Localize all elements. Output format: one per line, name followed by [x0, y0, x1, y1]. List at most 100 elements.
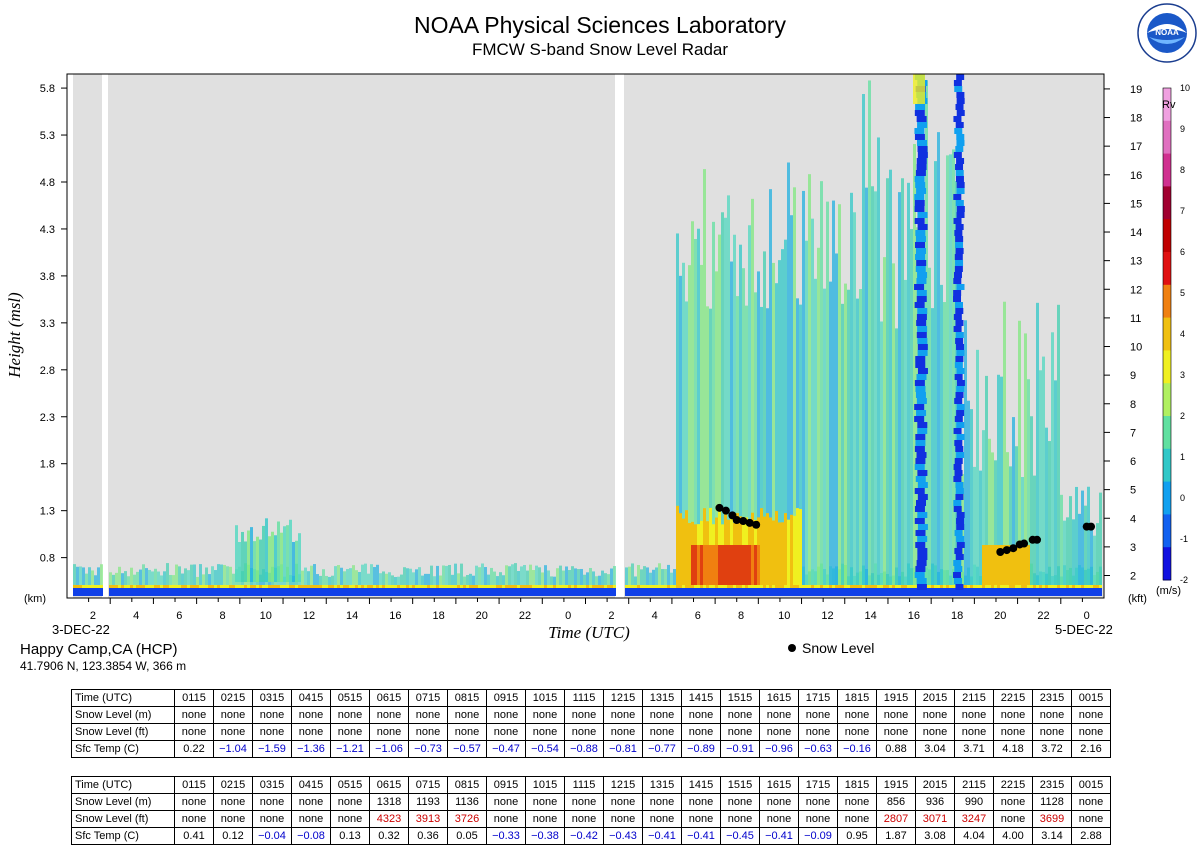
heatmap-cell [760, 306, 763, 585]
heatmap-cell [706, 306, 709, 585]
x-tick-label: 4 [652, 610, 658, 622]
heatmap-cell [811, 585, 814, 588]
heatmap-cell [781, 588, 784, 596]
table-cell: 0615 [369, 776, 409, 794]
heatmap-cell [676, 233, 679, 585]
heatmap-cell [1045, 588, 1048, 596]
heatmap-cell [775, 588, 778, 596]
heatmap-cell [133, 588, 136, 596]
heatmap-cell [385, 573, 388, 585]
heatmap-cell [751, 585, 754, 588]
heatmap-cell [142, 564, 145, 585]
heatmap-cell [817, 588, 820, 596]
table-cell: −0.41 [759, 827, 799, 845]
snow-level-point [739, 516, 748, 525]
heatmap-cell [91, 585, 94, 588]
heatmap-cell [355, 585, 358, 588]
heatmap-cell [226, 566, 229, 585]
heatmap-cell [1048, 588, 1051, 596]
table-cell: 1315 [642, 689, 682, 707]
heatmap-cell [277, 585, 280, 588]
table-cell: none [408, 723, 448, 741]
heatmap-cell [499, 588, 502, 596]
snow-level-legend: Snow Level [788, 640, 874, 656]
table-cell: 1215 [603, 776, 643, 794]
heatmap-cell [421, 585, 424, 588]
heatmap-cell [1033, 475, 1036, 585]
table-cell: none [369, 706, 409, 724]
heatmap-cell [235, 588, 238, 596]
heatmap-cell [1006, 452, 1009, 585]
heatmap-cell [886, 585, 889, 588]
heatmap-cell [448, 588, 451, 596]
heatmap-cell [334, 585, 337, 588]
heatmap-cell [778, 260, 781, 585]
heatmap-cell [265, 585, 268, 588]
heatmap-cell [199, 585, 202, 588]
heatmap-cell [418, 585, 421, 588]
heatmap-cell [754, 588, 757, 596]
heatmap-cell [718, 234, 721, 585]
heatmap-cell [808, 174, 811, 585]
table-cell: none [915, 723, 955, 741]
heatmap-cell [1048, 441, 1051, 585]
heatmap-cell [914, 302, 925, 308]
heatmap-cell [496, 576, 499, 585]
table-cell: 3.14 [1032, 827, 1072, 845]
heatmap-cell [358, 571, 361, 585]
heatmap-cell [223, 564, 226, 585]
table-cell: none [759, 706, 799, 724]
heatmap-cell [118, 588, 121, 596]
table-cell: −1.36 [291, 740, 331, 758]
y-tick-label-km: 4.8 [40, 177, 55, 189]
table-cell: 1015 [525, 776, 565, 794]
heatmap-cell [817, 585, 820, 588]
table-cell: none [291, 706, 331, 724]
heatmap-cell [916, 374, 927, 380]
heatmap-cell [956, 512, 965, 518]
heatmap-cell [667, 585, 670, 588]
heatmap-cell [502, 575, 505, 585]
heatmap-cell [166, 588, 169, 596]
heatmap-cell [802, 190, 805, 585]
heatmap-cell [91, 570, 94, 585]
table-cell: 1136 [447, 793, 487, 811]
heatmap-cell [763, 516, 766, 585]
heatmap-cell [954, 416, 963, 422]
heatmap-cell [169, 585, 172, 588]
heatmap-cell [118, 566, 121, 585]
heatmap-cell [157, 585, 160, 588]
heatmap-cell [952, 588, 955, 596]
heatmap-cell [955, 446, 964, 452]
heatmap-cell [670, 588, 673, 596]
heatmap-cell [151, 585, 154, 588]
heatmap-cell [607, 585, 610, 588]
station-name: Happy Camp,CA (HCP) [20, 641, 178, 658]
heatmap-cell [712, 585, 715, 588]
row-label: Snow Level (m) [71, 793, 175, 811]
y-tick-label-kft: 9 [1130, 370, 1136, 382]
heatmap-cell [955, 104, 964, 110]
table-cell: none [954, 706, 994, 724]
heatmap-cell [915, 266, 926, 272]
heatmap-cell [883, 588, 886, 596]
heatmap-cell [694, 239, 697, 585]
table-cell: 3699 [1032, 810, 1072, 828]
heatmap-cell [973, 585, 976, 588]
heatmap-cell [316, 574, 319, 585]
y-tick-label-kft: 10 [1130, 342, 1142, 354]
heatmap-cell [496, 585, 499, 588]
heatmap-cell [643, 588, 646, 596]
heatmap-cell [917, 524, 928, 530]
snow-level-dot-icon [788, 644, 796, 652]
heatmap-cell [954, 374, 963, 380]
heatmap-cell [832, 588, 835, 596]
heatmap-cell [661, 588, 664, 596]
heatmap-cell [895, 585, 898, 588]
heatmap-cell [313, 588, 316, 596]
heatmap-cell [1072, 585, 1075, 588]
heatmap-cell [997, 585, 1000, 588]
heatmap-cell [922, 588, 925, 596]
heatmap-cell [793, 187, 796, 586]
heatmap-cell [745, 305, 748, 585]
